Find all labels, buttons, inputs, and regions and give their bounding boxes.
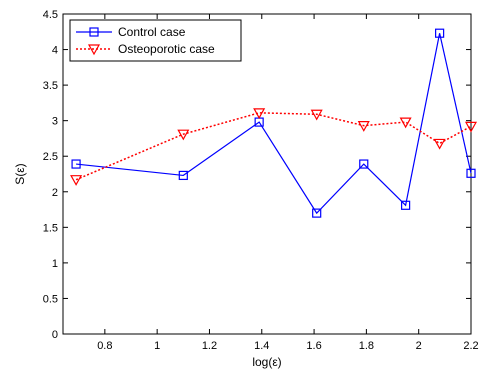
y-tick-label: 3 — [52, 116, 58, 128]
y-tick-label: 2 — [52, 187, 58, 199]
data-point-osteoporotic-case — [70, 175, 83, 186]
legend: Control case Osteoporotic case — [69, 19, 242, 62]
x-tick-label: 1.4 — [254, 340, 269, 352]
y-tick-label: 4 — [52, 45, 58, 57]
y-tick-label: 2.5 — [43, 151, 58, 163]
data-point-control-case — [359, 159, 369, 169]
legend-marker-symbol — [87, 44, 101, 56]
x-tick-label: 1.8 — [359, 340, 374, 352]
series-line-control-case — [76, 33, 472, 215]
x-tick-label: 1 — [154, 340, 160, 352]
data-point-control-case — [466, 168, 476, 178]
data-point-control-case — [401, 200, 411, 210]
data-point-osteoporotic-case — [253, 108, 266, 120]
data-point-osteoporotic-case — [399, 117, 412, 129]
data-point-osteoporotic-case — [177, 129, 190, 141]
legend-marker-osteoporotic-case — [87, 44, 101, 56]
x-tick-label: 2 — [416, 340, 422, 352]
legend-marker-symbol — [89, 27, 99, 37]
data-point-osteoporotic-case — [310, 109, 323, 121]
y-axis-label: S(ε) — [13, 163, 27, 184]
y-tick-label: 0 — [52, 329, 58, 341]
y-tick-label: 4.5 — [43, 9, 58, 21]
x-tick-label: 0.8 — [97, 340, 112, 352]
x-tick-label: 2.2 — [463, 340, 478, 352]
y-tick-label: 1.5 — [43, 222, 58, 234]
x-tick-label: 1.6 — [306, 340, 321, 352]
data-point-control-case — [71, 159, 81, 169]
data-point-control-case — [435, 28, 445, 38]
legend-box — [69, 19, 242, 62]
y-tick-label: 1 — [52, 258, 58, 270]
y-tick-label: 3.5 — [43, 80, 58, 92]
legend-label-control-case: Control case — [118, 25, 186, 39]
series-layer — [70, 28, 478, 218]
data-point-osteoporotic-case — [357, 121, 370, 132]
data-point-osteoporotic-case — [464, 121, 478, 133]
data-point-control-case — [178, 170, 188, 181]
plot-area — [62, 13, 472, 335]
legend-marker-control-case — [89, 27, 99, 37]
legend-label-osteoporotic-case: Osteoporotic case — [118, 42, 215, 56]
x-tick-label: 1.2 — [202, 340, 217, 352]
data-point-control-case — [312, 208, 322, 218]
axis-ticks: 0.8 1 1.2 1.4 1.6 1.8 2 2.2 0 0.5 1 1.5 2 2.5 3 3.5 4 4.5 — [43, 9, 479, 352]
data-point-osteoporotic-case — [433, 138, 446, 150]
x-axis-label: log(ε) — [252, 355, 281, 369]
series-line-osteoporotic-case — [75, 112, 472, 181]
y-tick-label: 0.5 — [43, 293, 58, 305]
